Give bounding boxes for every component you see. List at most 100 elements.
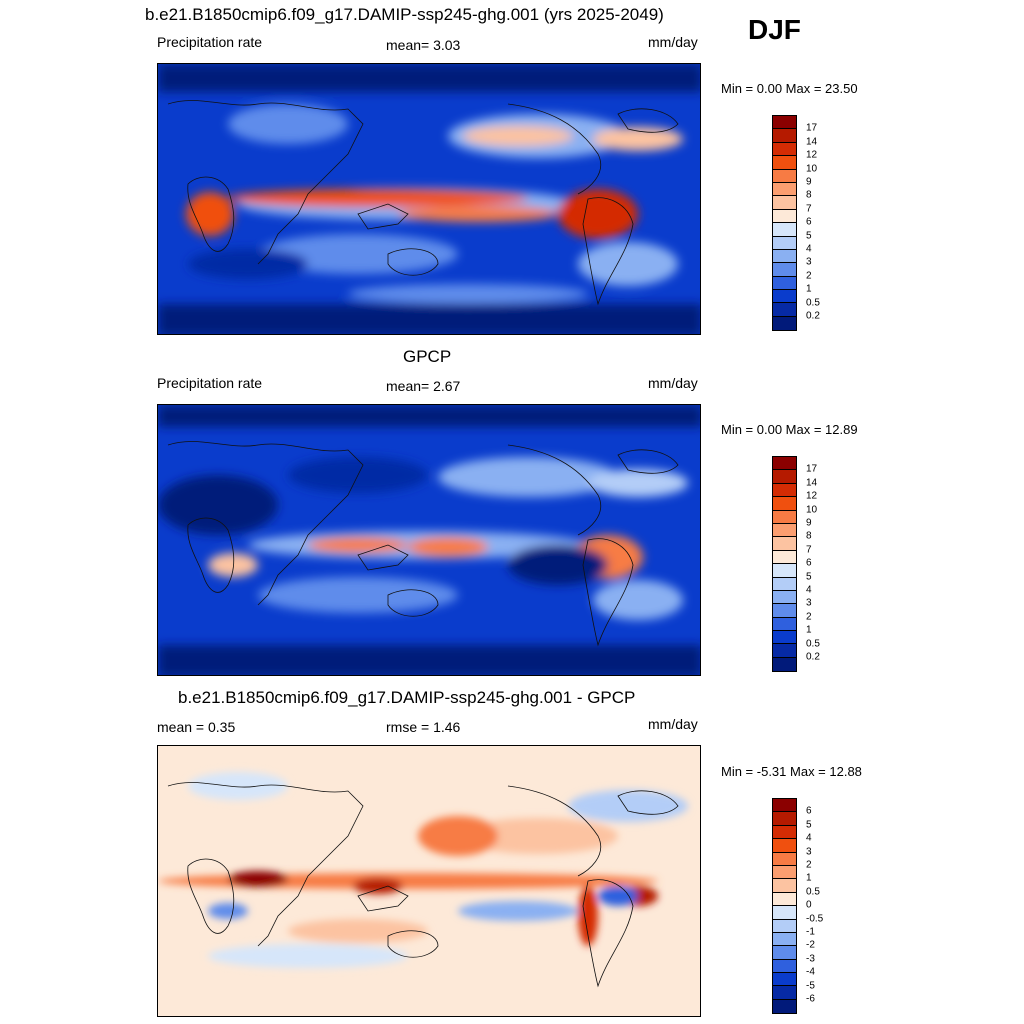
colorbar-swatch <box>773 879 796 893</box>
panel-3-minmax-label: Min = -5.31 Max = 12.88 <box>721 764 862 779</box>
colorbar-tick-label: -3 <box>806 953 815 965</box>
colorbar-swatch <box>773 999 796 1014</box>
colorbar-tick-label: 1 <box>806 283 812 295</box>
colorbar-swatch <box>773 906 796 920</box>
panel-1-colorbar <box>772 115 797 332</box>
colorbar-swatch <box>773 932 796 947</box>
panel-1-map <box>157 63 701 335</box>
colorbar-swatch <box>773 483 796 498</box>
colorbar-swatch <box>773 236 796 250</box>
colorbar-tick-label: -6 <box>806 993 815 1005</box>
colorbar-swatch <box>773 590 796 605</box>
colorbar-tick-label: 5 <box>806 819 812 831</box>
colorbar-tick-label: 3 <box>806 256 812 268</box>
colorbar-tick-label: 2 <box>806 859 812 871</box>
panel-3-mean-label: mean = 0.35 <box>157 719 236 735</box>
colorbar-tick-label: 2 <box>806 611 812 623</box>
colorbar-swatch <box>773 865 796 880</box>
panel-3-rmse-label: rmse = 1.46 <box>386 719 461 735</box>
colorbar-tick-label: 14 <box>806 136 818 148</box>
panel-3-units-label: mm/day <box>648 716 698 732</box>
colorbar-tick-label: 4 <box>806 832 812 844</box>
colorbar-swatch <box>773 290 796 304</box>
colorbar-tick-label: 6 <box>806 557 812 569</box>
colorbar-tick-label: 8 <box>806 530 812 542</box>
colorbar-swatch <box>773 457 796 471</box>
colorbar-tick-label: 0.2 <box>806 310 820 322</box>
colorbar-tick-label: 3 <box>806 846 812 858</box>
colorbar-swatch <box>773 129 796 143</box>
panel-3-colorbar <box>772 798 797 1015</box>
colorbar-swatch <box>773 986 796 1000</box>
colorbar-tick-label: 7 <box>806 203 812 215</box>
colorbar-tick-label: 9 <box>806 176 812 188</box>
panel-2-title: GPCP <box>403 347 452 366</box>
colorbar-swatch <box>773 470 796 484</box>
colorbar-tick-label: 14 <box>806 477 818 489</box>
colorbar-tick-label: 6 <box>806 216 812 228</box>
colorbar-tick-label: 0.2 <box>806 651 820 663</box>
colorbar-swatch <box>773 577 796 591</box>
colorbar-swatch <box>773 617 796 632</box>
colorbar-swatch <box>773 169 796 183</box>
colorbar-tick-label: 4 <box>806 584 812 596</box>
panel-1-mean-label: mean= 3.03 <box>386 37 461 53</box>
colorbar-tick-label: -2 <box>806 939 815 951</box>
colorbar-swatch <box>773 156 796 170</box>
colorbar-tick-label: 4 <box>806 243 812 255</box>
panel-2-mean-label: mean= 2.67 <box>386 378 461 394</box>
colorbar-tick-label: -0.5 <box>806 913 824 925</box>
colorbar-tick-label: -4 <box>806 966 815 978</box>
colorbar-tick-label: 6 <box>806 805 812 817</box>
panel-3-map <box>157 745 701 1017</box>
colorbar-swatch <box>773 839 796 853</box>
colorbar-swatch <box>773 263 796 277</box>
colorbar-tick-label: 0.5 <box>806 297 820 309</box>
panel-2-colorbar <box>772 456 797 673</box>
colorbar-swatch <box>773 303 796 317</box>
colorbar-tick-label: 5 <box>806 230 812 242</box>
colorbar-swatch <box>773 852 796 866</box>
colorbar-swatch <box>773 196 796 210</box>
colorbar-tick-label: 10 <box>806 163 818 175</box>
colorbar-swatch <box>773 892 796 907</box>
colorbar-swatch <box>773 959 796 974</box>
panel-1-title: b.e21.B1850cmip6.f09_g17.DAMIP-ssp245-gh… <box>145 5 664 24</box>
colorbar-tick-label: 1 <box>806 872 812 884</box>
colorbar-swatch <box>773 182 796 197</box>
colorbar-swatch <box>773 276 796 291</box>
colorbar-tick-label: 0 <box>806 899 812 911</box>
gpcp-precip-map-graphic <box>158 405 700 675</box>
colorbar-swatch <box>773 946 796 960</box>
colorbar-swatch <box>773 249 796 264</box>
colorbar-tick-label: 12 <box>806 149 818 161</box>
colorbar-swatch <box>773 223 796 237</box>
colorbar-swatch <box>773 550 796 565</box>
colorbar-tick-label: 7 <box>806 544 812 556</box>
colorbar-tick-label: 12 <box>806 490 818 502</box>
colorbar-tick-label: 10 <box>806 504 818 516</box>
colorbar-swatch <box>773 644 796 658</box>
colorbar-tick-label: 5 <box>806 571 812 583</box>
panel-2-map <box>157 404 701 676</box>
colorbar-swatch <box>773 604 796 618</box>
model-precip-map-graphic <box>158 64 700 334</box>
colorbar-swatch <box>773 523 796 538</box>
colorbar-swatch <box>773 497 796 511</box>
colorbar-tick-label: 0.5 <box>806 886 820 898</box>
colorbar-swatch <box>773 812 796 826</box>
panel-3-title: b.e21.B1850cmip6.f09_g17.DAMIP-ssp245-gh… <box>178 688 636 707</box>
colorbar-tick-label: 17 <box>806 463 818 475</box>
colorbar-tick-label: 8 <box>806 189 812 201</box>
colorbar-swatch <box>773 799 796 813</box>
colorbar-tick-label: -5 <box>806 980 815 992</box>
colorbar-swatch <box>773 116 796 130</box>
colorbar-tick-label: 17 <box>806 122 818 134</box>
colorbar-swatch <box>773 537 796 551</box>
colorbar-swatch <box>773 973 796 987</box>
panel-2-units-label: mm/day <box>648 375 698 391</box>
colorbar-swatch <box>773 142 796 157</box>
colorbar-tick-label: 0.5 <box>806 638 820 650</box>
panel-2-variable-label: Precipitation rate <box>157 375 263 391</box>
panel-1-units-label: mm/day <box>648 34 698 50</box>
